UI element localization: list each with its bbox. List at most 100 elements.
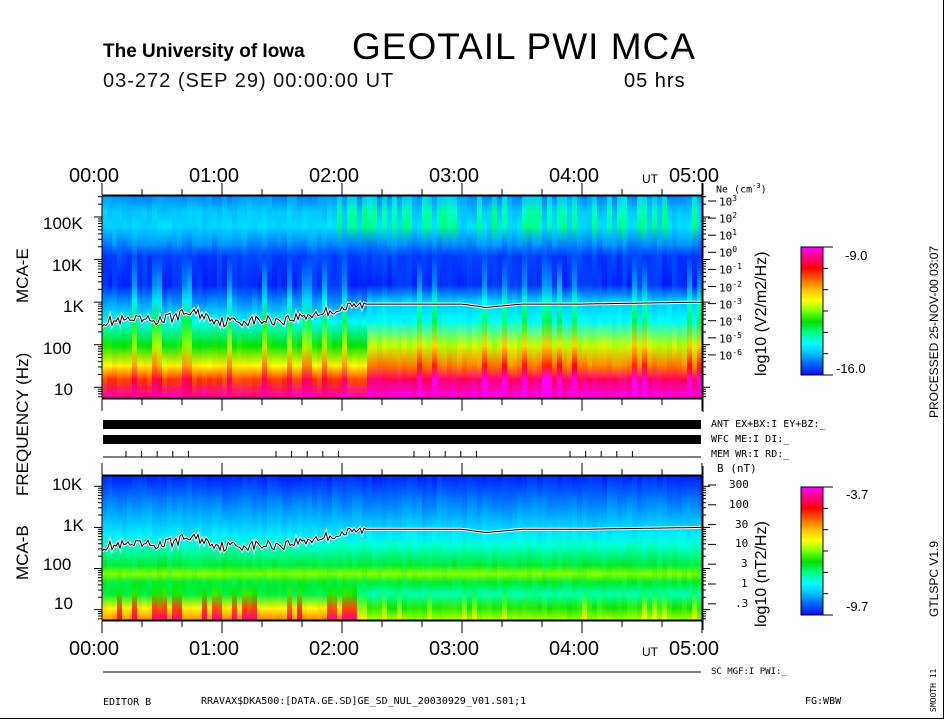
- top-time-tick-5: 05:00: [669, 165, 720, 187]
- mca-b-spectrogram-column: [167, 476, 173, 620]
- mca-b-spectrogram-column: [687, 476, 693, 620]
- mca-b-spectrogram-column: [367, 476, 373, 620]
- mca-b-spectrogram-column: [607, 476, 613, 620]
- top-time-tick-2: 02:00: [309, 165, 360, 187]
- mca-e-spectrogram-column: [577, 196, 583, 398]
- mca-b-spectrogram-column: [492, 476, 498, 620]
- ne-tick-label: 10-3: [719, 296, 742, 310]
- mca-e-spectrogram-column: [242, 196, 248, 398]
- mca-e-spectrogram-column: [362, 196, 368, 398]
- mca-e-spectrogram-column: [502, 196, 508, 398]
- ne-tick-exp: -6: [732, 347, 742, 357]
- ne-tick-exp: 3: [732, 194, 738, 203]
- mca-e-spectrogram-column: [182, 196, 188, 398]
- b-freq-tick-10: 10: [54, 594, 73, 613]
- ne-tick-base: 10: [719, 315, 733, 329]
- mca-b-spectrogram-column: [522, 476, 528, 620]
- mca-e-spectrogram-column: [427, 196, 433, 398]
- mca-e-spectrogram-column: [607, 196, 613, 398]
- mca-e-spectrogram-column: [327, 196, 333, 398]
- date-line: 03-272 (SEP 29) 00:00:00 UT: [103, 70, 395, 92]
- mca-b-spectrogram-column: [377, 476, 383, 620]
- ne-tick-exp: 0: [732, 245, 738, 255]
- mca-b-spectrogram-column: [192, 476, 198, 620]
- mca-e-spectrogram-column: [262, 196, 268, 398]
- ne-tick-label: 103: [719, 195, 737, 208]
- mca-e-spectrogram-column: [337, 196, 343, 398]
- mca-e-spectrogram-column: [332, 196, 338, 398]
- bottom-time-tick-3: 03:00: [429, 638, 480, 660]
- mem-status: MEM WR:I RD:_: [711, 449, 790, 460]
- mca-b-overlay-line: [101, 526, 702, 552]
- b-tick-label: 100: [729, 497, 749, 511]
- wfc-status-bar: [103, 435, 701, 444]
- mca-b-spectrogram-column: [127, 476, 133, 620]
- bottom-time-tick-0: 00:00: [69, 638, 120, 660]
- mca-e-spectrogram-column: [537, 196, 543, 398]
- mca-e-spectrogram-column: [462, 196, 468, 398]
- mca-b-spectrogram-column: [202, 476, 208, 620]
- mca-e-spectrogram-column: [272, 196, 278, 398]
- mca-b-spectrogram-column: [137, 476, 143, 620]
- b-freq-tick-10k: 10K: [52, 475, 83, 494]
- mca-b-spectrogram-column: [267, 476, 273, 620]
- mca-e-spectrogram-column: [172, 196, 178, 398]
- mca-e-spectrogram-column: [282, 196, 288, 398]
- mca-b-spectrogram-column: [312, 476, 318, 620]
- mca-e-spectrogram-column: [192, 196, 198, 398]
- sc-status: SC MGF:I PWI:_: [711, 667, 787, 677]
- mca-b-spectrogram-column: [562, 476, 568, 620]
- mca-e-spectrogram-column: [347, 196, 353, 398]
- top-ut-label: UT: [642, 172, 658, 186]
- e-freq-tick-100k: 100K: [43, 214, 83, 233]
- mca-e-spectrogram-column: [212, 196, 218, 398]
- mca-b-spectrogram-column: [617, 476, 623, 620]
- mca-b-spectrogram-column: [622, 476, 628, 620]
- mca-b-spectrogram-column: [537, 476, 543, 620]
- top-time-tick-3: 03:00: [429, 165, 480, 187]
- ne-tick-base: 10: [719, 281, 733, 295]
- mca-e-spectrogram-column: [137, 196, 143, 398]
- mca-b-spectrogram-column: [187, 476, 193, 620]
- mca-b-spectrogram-column: [472, 476, 478, 620]
- mca-e-spectrogram-column: [617, 196, 623, 398]
- mca-e-spectrogram-column: [592, 196, 598, 398]
- b-tick-label: 30: [735, 517, 749, 531]
- mca-b-spectrogram-column: [232, 476, 238, 620]
- ne-tick-exp: -5: [732, 330, 742, 340]
- ne-tick-label: 10-1: [719, 263, 742, 276]
- b-tick-label: 3: [741, 557, 748, 571]
- ne-tick-label: 10-6: [719, 347, 742, 361]
- ne-tick-base: 10: [719, 332, 733, 346]
- mca-e-spectrogram-column: [437, 196, 443, 398]
- mca-b-spectrogram-column: [667, 476, 673, 620]
- mca-e-spectrogram-column: [672, 196, 678, 398]
- mca-b-spectrogram-column: [337, 476, 343, 620]
- mca-e-spectrogram-column: [352, 196, 358, 398]
- mca-e-spectrogram-column: [587, 196, 593, 398]
- ne-tick-exp: -3: [732, 296, 742, 306]
- bottom-time-tick-5: 05:00: [669, 638, 720, 660]
- mca-e-spectrogram-column: [417, 196, 423, 398]
- b-axis-title: B (nT): [717, 462, 757, 475]
- mca-b-spectrogram-column: [352, 476, 358, 620]
- mca-b-spectrogram-column: [262, 476, 268, 620]
- mca-e-spectrogram-column: [677, 196, 683, 398]
- ne-title-exp: -3: [752, 182, 761, 190]
- mca-e-spectrogram-column: [522, 196, 528, 398]
- mca-b-spectrogram-column: [407, 476, 413, 620]
- mca-e-spectrogram-column: [527, 196, 533, 398]
- mca-e-spectrogram-column: [582, 196, 588, 398]
- mca-e-spectrogram-column: [532, 196, 538, 398]
- mca-b-spectrogram-column: [692, 476, 698, 620]
- mca-b-spectrogram-column: [587, 476, 593, 620]
- mca-b-spectrogram-column: [357, 476, 363, 620]
- ne-tick-base: 10: [719, 246, 733, 260]
- mca-e-spectrogram-column: [302, 196, 308, 398]
- mca-b-spectrogram-column: [647, 476, 653, 620]
- mca-e-spectrogram-column: [217, 196, 223, 398]
- bottom-time-tick-2: 02:00: [309, 638, 360, 660]
- mca-b-spectrogram-column: [602, 476, 608, 620]
- mca-e-spectrogram-column: [177, 196, 183, 398]
- mca-e-spectrogram-column: [497, 196, 503, 398]
